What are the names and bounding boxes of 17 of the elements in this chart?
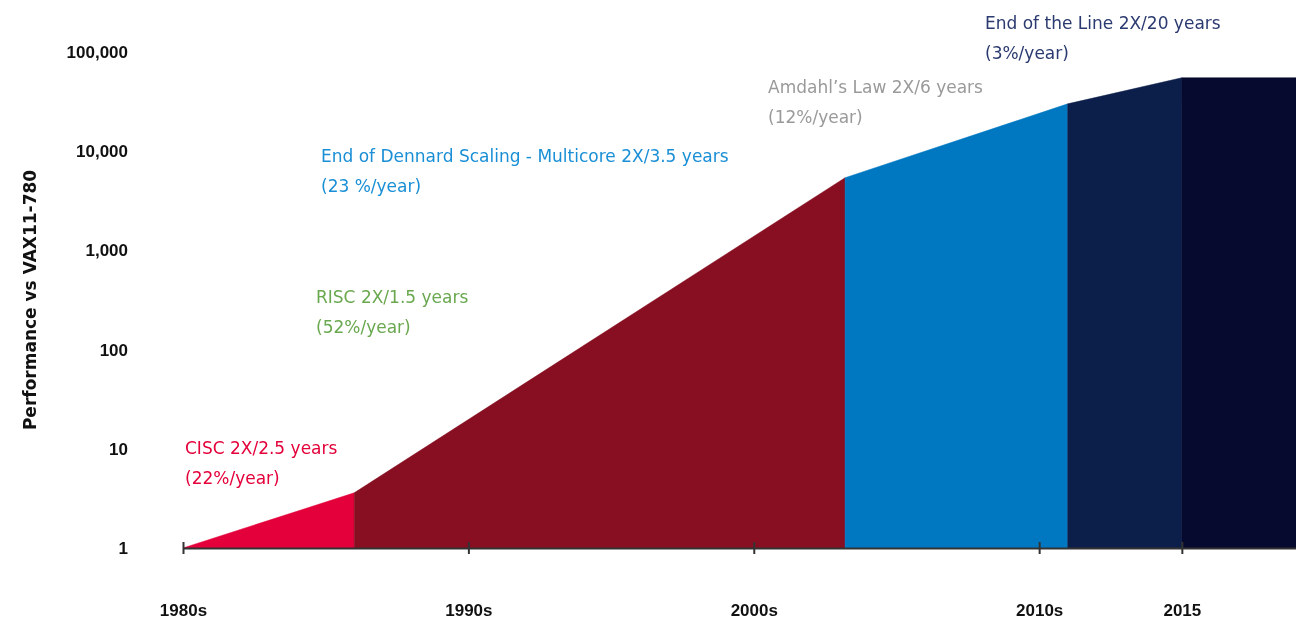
y-tick-label: 100 bbox=[99, 340, 128, 360]
annotation: End of Dennard Scaling - Multicore 2X/3.5 years (23 %/year) bbox=[321, 146, 729, 196]
y-axis-title: Performance vs VAX11-780 bbox=[20, 169, 40, 431]
x-tick-label: 2015 bbox=[1163, 601, 1202, 617]
y-tick-label: 10,000 bbox=[76, 142, 128, 162]
x-tick-label: 2010s bbox=[1016, 601, 1064, 617]
y-tick-label: 1 bbox=[118, 538, 128, 558]
annotation: CISC 2X/2.5 years (22%/year) bbox=[185, 438, 338, 488]
x-tick-label: 2000s bbox=[730, 601, 778, 617]
x-tick-label: 1980s bbox=[159, 601, 208, 617]
annotation: RISC 2X/1.5 years (52%/year) bbox=[316, 287, 469, 337]
annotation: Amdahl’s Law 2X/6 years (12%/year) bbox=[768, 77, 984, 127]
x-tick-label: 1990s bbox=[445, 601, 493, 617]
annotation: End of the Line 2X/20 years (3%/year) bbox=[985, 13, 1221, 63]
y-tick-label: 100,000 bbox=[66, 42, 128, 62]
y-tick-label: 1,000 bbox=[85, 241, 128, 261]
y-tick-label: 10 bbox=[109, 439, 128, 459]
